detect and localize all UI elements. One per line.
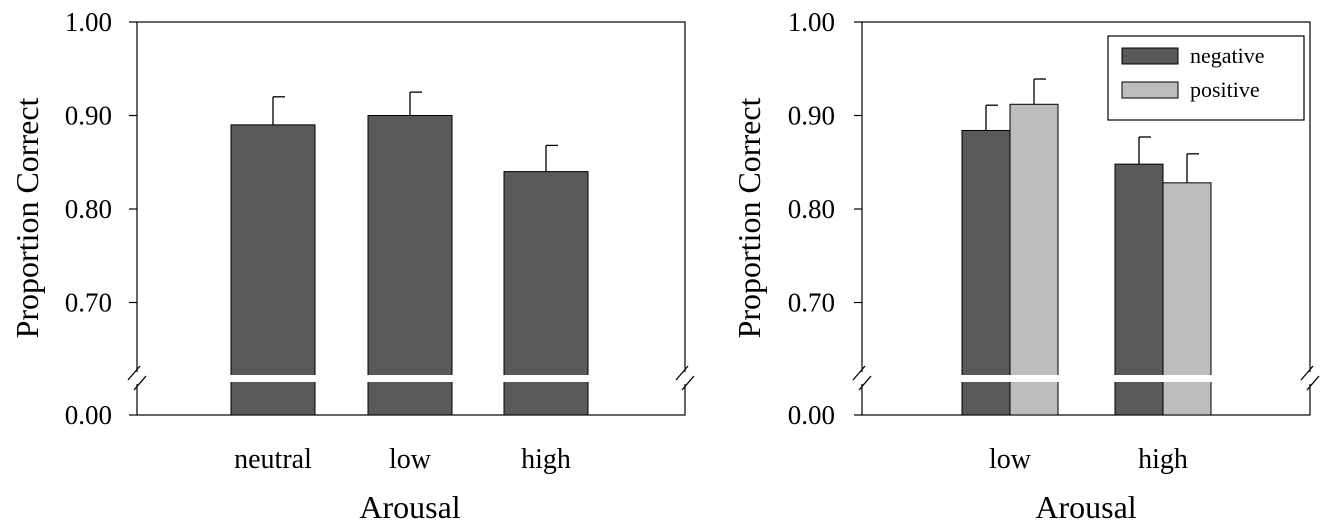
x-axis-title: Arousal [359, 489, 460, 525]
axis-break-band [503, 375, 589, 382]
y-tick-label: 0.90 [788, 101, 835, 131]
x-tick-label: low [389, 444, 432, 475]
x-tick-label: high [1138, 444, 1188, 475]
axis-break-gap [677, 372, 693, 384]
bar [230, 124, 316, 416]
plot-frame [861, 21, 1311, 416]
x-tick-label: neutral [234, 444, 312, 475]
axis-break-band [230, 375, 316, 382]
y-tick-label: 0.00 [788, 400, 835, 430]
chart-panel-right: 1.00 0.90 0.80 0.70 0.00 Proportion Correct lo… [731, 7, 1320, 525]
bar [503, 171, 589, 416]
axis-break-mark [1306, 375, 1320, 391]
axis-break-band [1114, 375, 1212, 382]
bar [961, 129, 1011, 416]
bar [1009, 103, 1059, 416]
axis-break-mark [133, 375, 147, 391]
legend-swatch [1121, 47, 1179, 65]
axis-break-mark [681, 375, 695, 391]
y-axis-title: Proportion Correct [731, 97, 767, 338]
y-tick-label: 0.00 [65, 400, 112, 430]
axis-break-mark [675, 365, 689, 381]
axis-break-band [961, 375, 1059, 382]
legend-swatch [1121, 81, 1179, 99]
x-tick-label: low [989, 444, 1032, 475]
axis-break-band [367, 375, 453, 382]
y-tick-label: 0.70 [65, 288, 112, 318]
y-tick-label: 0.70 [788, 288, 835, 318]
axis-break-gap [129, 372, 145, 384]
axis-break-mark [127, 365, 141, 381]
y-tick-label: 1.00 [65, 7, 112, 37]
y-tick-label: 0.80 [65, 194, 112, 224]
legend-label: positive [1190, 77, 1260, 102]
y-tick-label: 0.90 [65, 101, 112, 131]
axis-break-gap [1302, 372, 1318, 384]
bar [367, 115, 453, 416]
bar [1114, 163, 1164, 416]
axis-break-gap [854, 372, 870, 384]
axis-break-mark [852, 365, 866, 381]
y-tick-label: 1.00 [788, 7, 835, 37]
axis-break-mark [1300, 365, 1314, 381]
axis-break-mark [858, 375, 872, 391]
x-tick-label: high [521, 444, 571, 475]
y-tick-label: 0.80 [788, 194, 835, 224]
y-axis-title: Proportion Correct [9, 97, 45, 338]
x-axis-title: Arousal [1035, 489, 1136, 525]
chart-panel-left: 1.00 0.90 0.80 0.70 0.00 Proportion Correct ne… [9, 7, 695, 525]
legend-label: negative [1190, 43, 1265, 68]
